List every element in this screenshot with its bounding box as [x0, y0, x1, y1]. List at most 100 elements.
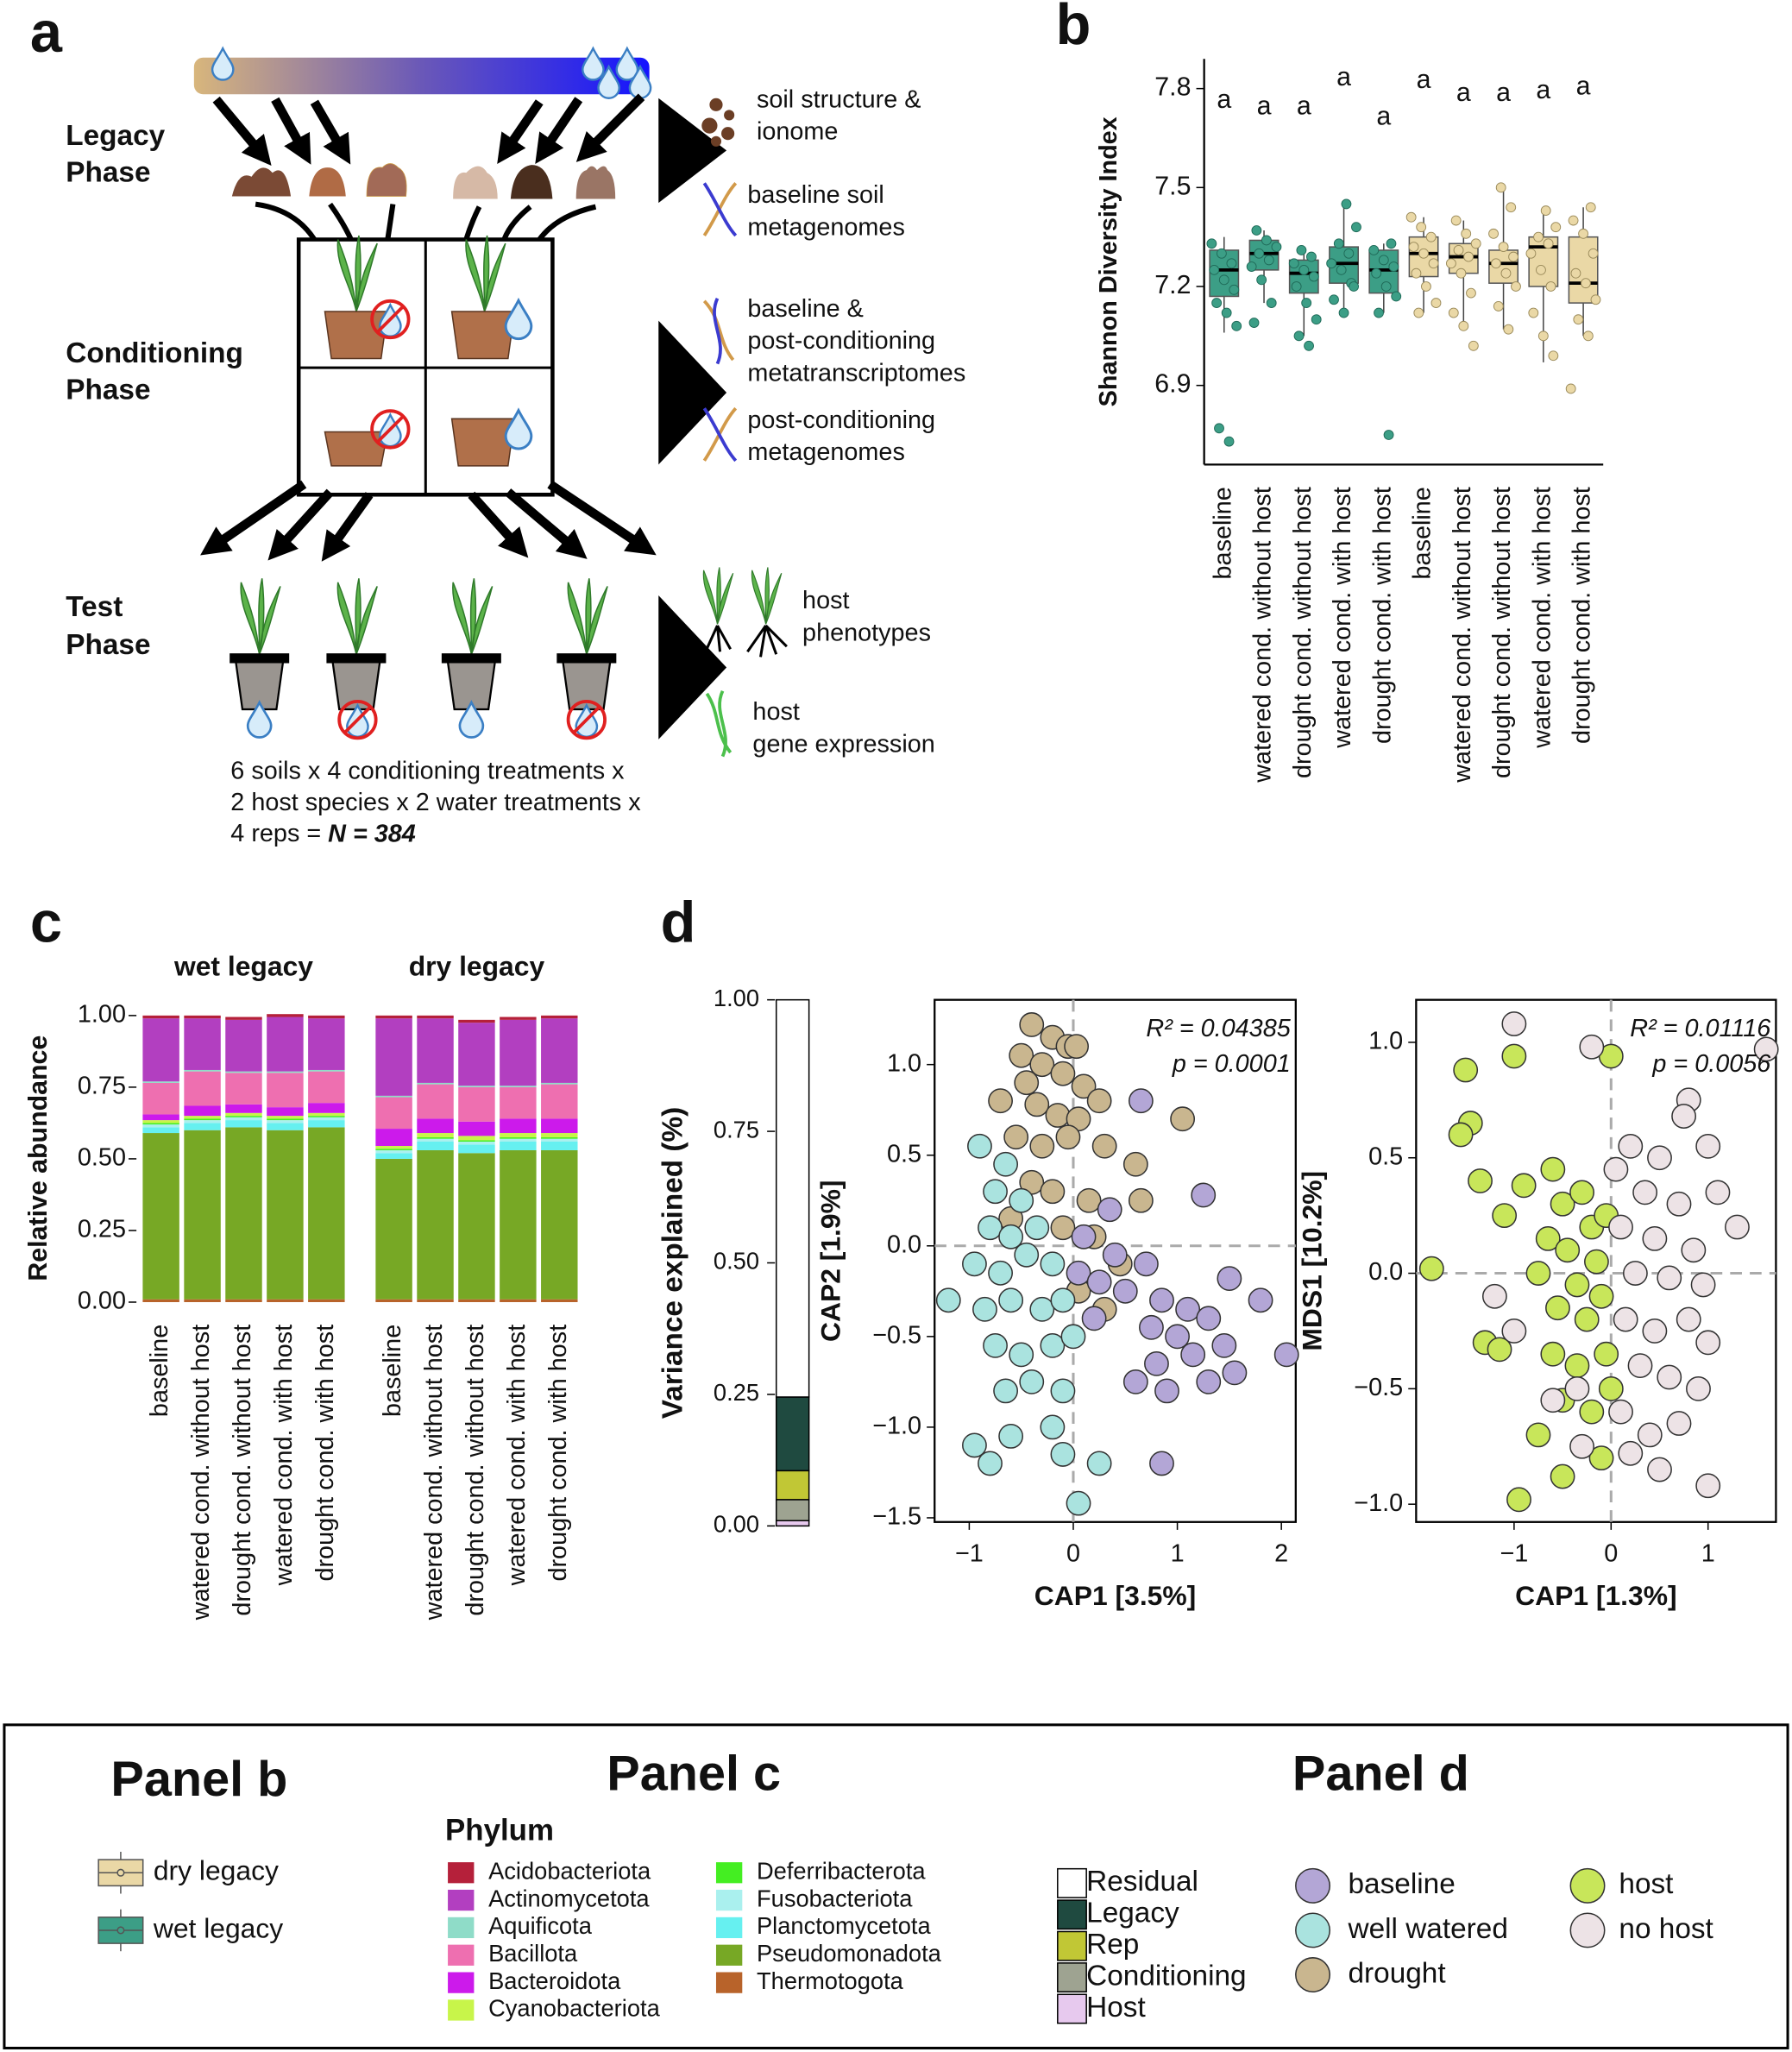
point — [1569, 1180, 1594, 1205]
bar-segment — [225, 1104, 262, 1113]
bar-segment — [225, 1071, 262, 1073]
y-tick-label: 0.5 — [1368, 1142, 1403, 1170]
bar-segment — [417, 1118, 454, 1134]
point — [1251, 225, 1262, 236]
legend-swatch — [448, 1944, 475, 1966]
facet-title: wet legacy — [173, 951, 313, 982]
point — [1533, 231, 1544, 242]
bar-segment — [225, 1073, 262, 1105]
bar-segment — [500, 1149, 537, 1300]
x-tick-label: drought cond. without host — [229, 1325, 256, 1616]
point — [1248, 318, 1260, 328]
x-tick-label: watered cond. with host — [270, 1325, 298, 1587]
y-tick-label: 0.75 — [714, 1116, 759, 1142]
bar-segment — [308, 1069, 345, 1072]
point — [1565, 383, 1576, 394]
bar-segment — [541, 1084, 578, 1119]
legend-label: Deferribacterota — [757, 1857, 926, 1884]
point — [1180, 1342, 1206, 1368]
bar-segment — [541, 1015, 578, 1019]
bar-segment — [541, 1118, 578, 1134]
point — [978, 1215, 1003, 1241]
bar-segment — [184, 1105, 221, 1117]
y-tick-label: 1.00 — [78, 1000, 126, 1028]
point — [1564, 1272, 1590, 1298]
point — [1585, 202, 1596, 213]
legend-dot — [116, 1926, 125, 1935]
point — [1378, 255, 1389, 266]
y-axis-label: Shannon Diversity Index — [1095, 116, 1122, 406]
point — [1686, 1375, 1711, 1401]
phase-label: Test — [66, 591, 123, 623]
group-letter: a — [1576, 72, 1591, 101]
bar-segment — [375, 1299, 412, 1302]
point — [998, 1224, 1024, 1249]
x-tick-label: watered cond. with host — [1528, 487, 1556, 749]
point — [1191, 1182, 1217, 1208]
point — [993, 1151, 1019, 1177]
legend-label: Acidobacteriota — [488, 1857, 651, 1884]
point — [1466, 287, 1476, 299]
point — [1627, 1353, 1653, 1379]
point — [1040, 1251, 1066, 1277]
bar-segment — [541, 1138, 578, 1142]
x-tick-label: watered cond. without host — [1449, 487, 1476, 784]
bar-segment — [267, 1116, 304, 1119]
point — [1009, 1342, 1034, 1368]
point — [1102, 1242, 1128, 1268]
point — [1456, 268, 1467, 279]
x-tick-label: drought cond. without host — [1289, 487, 1317, 778]
point — [1753, 1036, 1779, 1062]
legend-swatch — [1057, 1899, 1087, 1930]
y-axis-label: Variance explained (%) — [657, 1107, 689, 1419]
point — [1248, 1287, 1273, 1313]
point — [1543, 238, 1554, 249]
bar-segment — [184, 1299, 221, 1302]
y-tick-label: 0.5 — [887, 1140, 921, 1168]
x-axis-label: CAP1 [3.5%] — [1034, 1580, 1197, 1611]
y-tick-label: −1.5 — [872, 1503, 921, 1531]
bar-segment — [500, 1086, 537, 1119]
y-axis-label: MDS1 [10.2%] — [1296, 1171, 1327, 1351]
point — [1421, 281, 1431, 292]
y-tick-label: 0.75 — [78, 1073, 126, 1100]
point — [1223, 436, 1235, 447]
y-tick-label: −0.5 — [872, 1321, 921, 1349]
point — [1222, 1360, 1248, 1386]
point — [1071, 1073, 1097, 1099]
point — [1550, 1463, 1575, 1489]
x-tick-label: drought cond. without host — [462, 1325, 489, 1616]
legend-swatch — [448, 1862, 475, 1884]
point — [1535, 1225, 1561, 1251]
point — [1122, 1369, 1148, 1394]
output-label: gene expression — [752, 730, 934, 758]
panel-letter: d — [661, 891, 696, 954]
point — [1112, 1278, 1138, 1304]
point — [1211, 1332, 1237, 1358]
bar-segment — [308, 1103, 345, 1113]
bar-segment — [417, 1142, 454, 1150]
point — [935, 1287, 961, 1313]
x-tick-label: watered cond. with host — [503, 1325, 531, 1587]
bar-segment — [375, 1097, 412, 1130]
legend-marker — [1569, 1867, 1606, 1904]
legend-swatch — [715, 1862, 743, 1884]
point — [1705, 1180, 1731, 1205]
bar-segment — [142, 1018, 179, 1082]
point — [1170, 1106, 1196, 1132]
group-letter: a — [1297, 91, 1311, 120]
legend-marker — [1569, 1912, 1606, 1948]
point — [1428, 258, 1439, 269]
point — [1582, 330, 1594, 342]
point — [1487, 1337, 1512, 1363]
legend-title: Panel d — [1292, 1747, 1469, 1802]
group-letter: a — [1496, 79, 1511, 107]
x-tick-label: baseline — [146, 1325, 173, 1417]
point — [1564, 1353, 1590, 1379]
point — [1506, 1487, 1531, 1513]
x-tick-label: baseline — [379, 1325, 406, 1417]
group-letter: a — [1217, 85, 1231, 114]
bar-segment — [375, 1149, 412, 1154]
group-letter: a — [1417, 66, 1431, 94]
